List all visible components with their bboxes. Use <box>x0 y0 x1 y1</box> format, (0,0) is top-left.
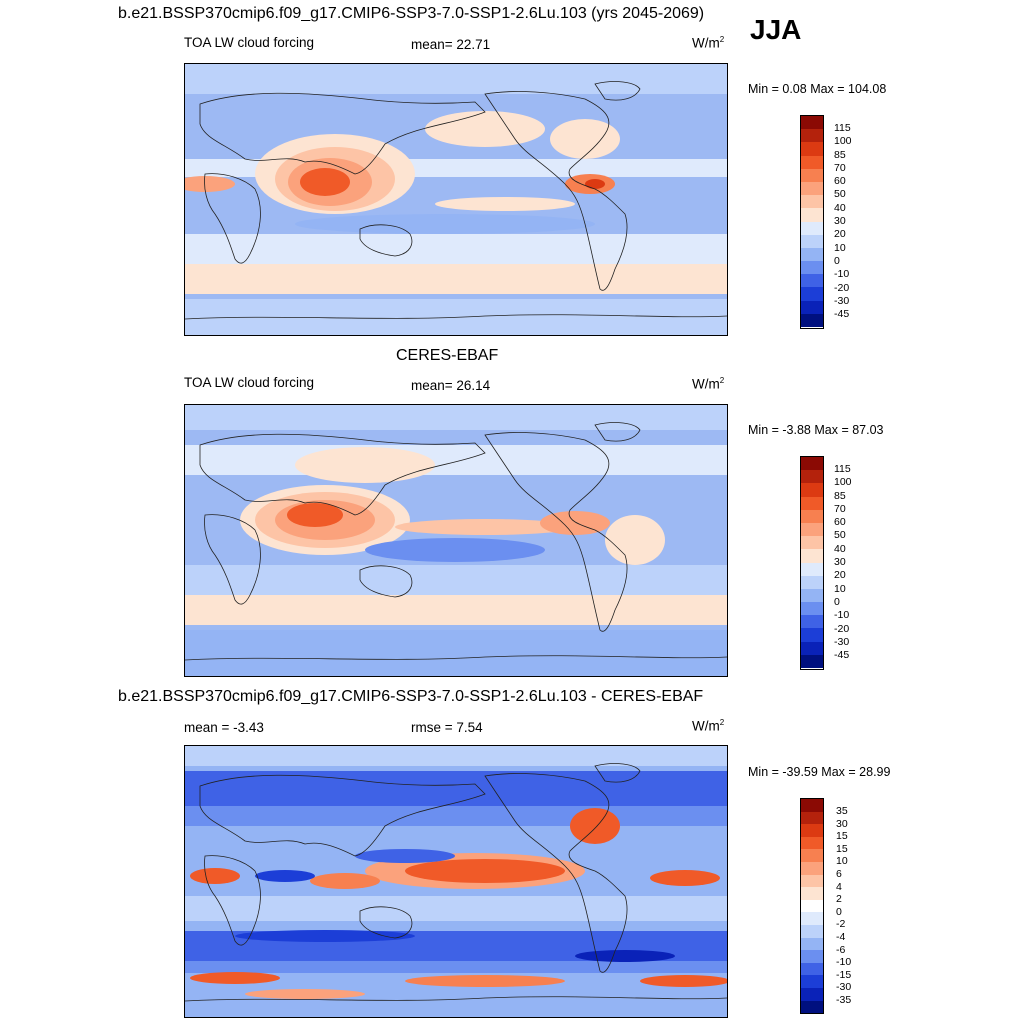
panel-model-mean: mean= 22.71 <box>411 37 491 52</box>
panel-obs-units: W/m2 <box>692 376 725 392</box>
panel-diff-mean: mean = -3.43 <box>184 720 264 735</box>
panel-model-minmax: Min = 0.08 Max = 104.08 <box>748 82 887 96</box>
panel-diff-minmax: Min = -39.59 Max = 28.99 <box>748 765 891 779</box>
season-label: JJA <box>750 14 802 45</box>
panel-diff-rmse: rmse = 7.54 <box>411 720 483 735</box>
colorbar-obs-ticks: 115 100 85 70 60 50 40 30 20 10 0 -10 -20 -30 -… <box>834 463 852 662</box>
case-title: b.e21.BSSP370cmip6.f09_g17.CMIP6-SSP3-7.… <box>118 5 705 22</box>
map-obs <box>184 404 728 677</box>
panel-diff-units: W/m2 <box>692 718 725 734</box>
colorbar-diff <box>800 798 824 1014</box>
colorbar-model <box>800 115 824 329</box>
map-diff <box>184 745 728 1018</box>
panel-model-variable: TOA LW cloud forcing <box>184 35 315 50</box>
colorbar-obs <box>800 456 824 670</box>
panel-obs-mean: mean= 26.14 <box>411 378 491 393</box>
panel-obs-minmax: Min = -3.88 Max = 87.03 <box>748 423 884 437</box>
panel-obs-title: CERES-EBAF <box>396 347 499 364</box>
map-model <box>184 63 728 336</box>
panel-model-units: W/m2 <box>692 35 725 51</box>
colorbar-model-ticks: 115 100 85 70 60 50 40 30 20 10 0 -10 -20 -30 -… <box>834 122 852 321</box>
panel-obs-variable: TOA LW cloud forcing <box>184 375 315 390</box>
panel-diff-title: b.e21.BSSP370cmip6.f09_g17.CMIP6-SSP3-7.… <box>118 688 704 705</box>
